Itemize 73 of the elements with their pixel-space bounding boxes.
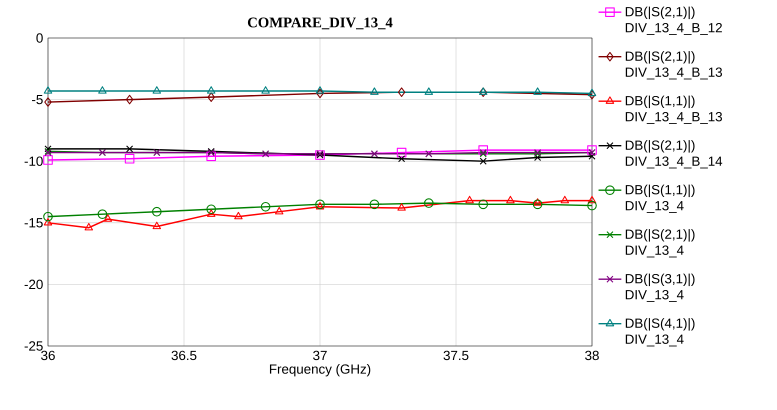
point [478, 145, 488, 155]
x-tick-label: 37 [313, 350, 327, 360]
legend-label: DB(|S(2,1)|) DIV_13_4_B_13 [626, 51, 722, 80]
y-tick-label: 0 [36, 33, 43, 43]
point [43, 212, 53, 222]
chart-title: COMPARE_DIV_13_4 [248, 18, 392, 30]
point [206, 151, 216, 162]
point [98, 86, 107, 94]
legend-label: DB(|S(2,1)|) DIV_13_4 [626, 229, 695, 258]
point [506, 196, 515, 204]
point [396, 148, 406, 158]
point [104, 214, 112, 222]
point [207, 92, 215, 102]
point [424, 87, 434, 95]
x-tick-label: 37.5 [444, 350, 468, 360]
point [84, 222, 94, 230]
point [260, 202, 270, 212]
y-tick-label: -5 [32, 94, 43, 104]
point [370, 200, 380, 210]
legend-label: DB(|S(2,1)|) DIV_13_4_B_12 [626, 6, 722, 35]
y-tick-label: -20 [24, 280, 43, 290]
point [152, 222, 162, 230]
legend-label: DB(|S(4,1)|) DIV_13_4 [626, 318, 695, 346]
point [261, 86, 270, 94]
point [587, 145, 597, 155]
point [560, 196, 570, 204]
point [588, 152, 596, 160]
x-tick-label: 36 [41, 350, 55, 360]
point [44, 145, 52, 152]
point [44, 86, 52, 94]
point [532, 200, 542, 210]
x-tick-label: 36.5 [172, 350, 196, 360]
point [397, 203, 406, 211]
point [44, 97, 52, 107]
point [533, 198, 542, 206]
point [126, 94, 134, 104]
point [124, 154, 134, 164]
point [206, 204, 216, 214]
point [152, 86, 162, 94]
point [534, 154, 542, 162]
legend-label: DB(|S(3,1)|) DIV_13_4 [626, 274, 695, 302]
legend-label: DB(|S(1,1)|) DIV_13_4 [626, 184, 695, 213]
x-tick-label: 38 [585, 350, 599, 360]
legend-label: DB(|S(2,1)|) DIV_13_4_B_14 [626, 140, 722, 168]
point [44, 218, 52, 226]
point [424, 198, 434, 208]
point [126, 145, 134, 152]
point [479, 87, 487, 98]
point [398, 87, 406, 98]
point [316, 86, 324, 94]
y-tick-label: -25 [24, 341, 43, 351]
point [152, 206, 162, 217]
point [234, 212, 243, 220]
point [533, 87, 542, 95]
point [478, 200, 488, 210]
y-tick-label: -15 [24, 218, 43, 228]
y-tick-label: -10 [24, 156, 43, 166]
point [316, 88, 324, 98]
point [588, 88, 596, 96]
x-axis-title: Frequency (GHz) [270, 364, 370, 376]
point [206, 86, 216, 94]
point [370, 87, 379, 95]
point [206, 209, 216, 217]
point [588, 90, 596, 100]
point [43, 155, 53, 165]
point [465, 196, 474, 204]
point [587, 200, 597, 210]
point [98, 209, 108, 219]
point [274, 206, 284, 214]
point [398, 155, 406, 162]
point [588, 196, 596, 204]
point [480, 158, 487, 165]
legend-label: DB(|S(1,1)|) DIV_13_4_B_13 [626, 96, 722, 124]
